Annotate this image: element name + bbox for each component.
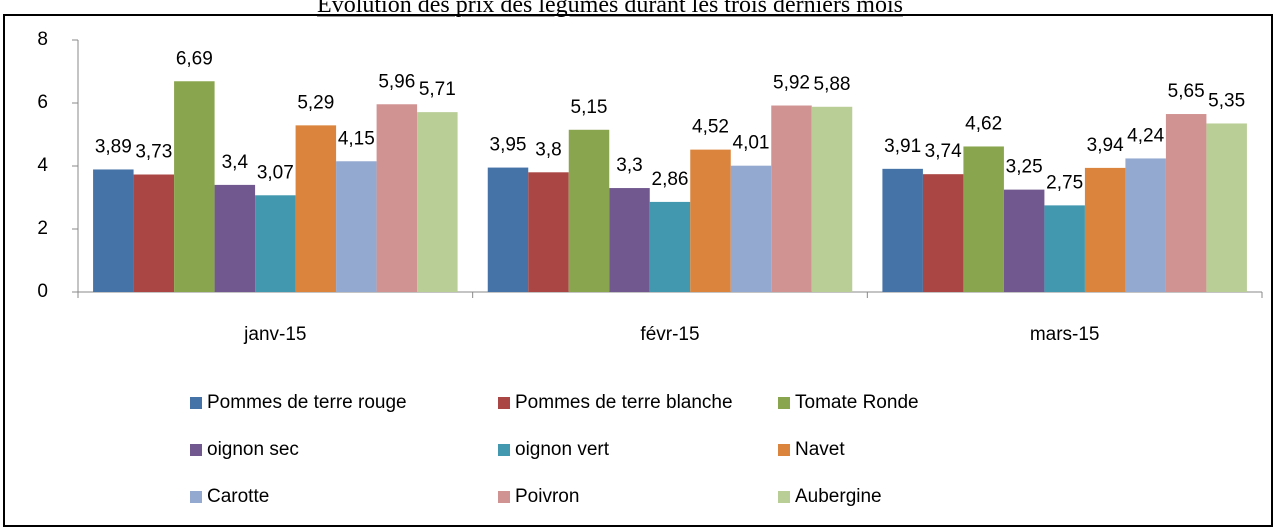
bar — [882, 168, 923, 292]
legend-swatch — [190, 491, 202, 503]
y-tick-label: 0 — [37, 281, 48, 302]
bar — [771, 105, 812, 293]
y-tick-label: 8 — [37, 29, 48, 50]
y-tick-label: 4 — [37, 155, 48, 176]
legend-swatch — [190, 444, 202, 456]
y-tick-label: 6 — [37, 92, 48, 113]
data-label: 4,24 — [1127, 125, 1164, 146]
bar — [922, 174, 964, 292]
bar — [295, 125, 337, 293]
data-label: 4,01 — [733, 133, 770, 154]
legend-label: Navet — [795, 439, 845, 460]
legend-swatch — [778, 491, 790, 503]
bar — [1206, 123, 1247, 292]
x-tick-label: févr-15 — [640, 324, 699, 345]
bar — [528, 172, 569, 292]
legend-label: Aubergine — [795, 486, 882, 507]
legend-label: oignon vert — [515, 439, 610, 460]
title-backdrop — [160, 0, 1060, 14]
data-label: 2,86 — [652, 169, 689, 190]
bar — [1044, 205, 1085, 292]
data-label: 5,92 — [773, 73, 810, 94]
data-label: 3,95 — [490, 135, 527, 156]
data-label: 4,52 — [692, 117, 729, 138]
y-tick-label: 2 — [37, 218, 48, 239]
data-label: 3,3 — [616, 155, 642, 176]
data-label: 3,8 — [535, 139, 561, 160]
bar — [1084, 167, 1126, 292]
legend-label: oignon sec — [207, 439, 299, 460]
legend-label: Carotte — [207, 486, 269, 507]
data-label: 5,65 — [1168, 81, 1205, 102]
data-label: 5,88 — [814, 74, 851, 95]
bar — [730, 165, 772, 292]
data-label: 2,75 — [1046, 172, 1083, 193]
legend-swatch — [498, 397, 510, 409]
bar — [255, 195, 296, 292]
data-label: 3,73 — [135, 142, 172, 163]
bar — [1125, 158, 1166, 292]
data-label: 3,07 — [257, 162, 294, 183]
legend-swatch — [778, 397, 790, 409]
bar — [963, 146, 1004, 292]
bar — [1003, 189, 1045, 292]
legend-label: Pommes de terre rouge — [207, 392, 407, 413]
bar — [214, 184, 256, 292]
data-label: 3,25 — [1006, 157, 1043, 178]
data-label: 3,74 — [925, 141, 962, 162]
data-label: 3,4 — [222, 152, 249, 173]
chart-title: Évolution des prix des légumes durant le… — [317, 0, 903, 18]
bar — [417, 112, 458, 292]
data-label: 5,29 — [297, 92, 334, 113]
bar — [376, 104, 418, 292]
bar — [1165, 114, 1207, 293]
bar — [568, 129, 610, 292]
bar — [133, 174, 175, 292]
bar — [609, 188, 650, 292]
legend-label: Pommes de terre blanche — [515, 392, 733, 413]
data-label: 3,89 — [95, 136, 132, 157]
bar — [93, 169, 134, 292]
bar — [174, 81, 215, 292]
data-label: 5,96 — [378, 71, 415, 92]
bar — [336, 161, 377, 292]
bar — [811, 106, 853, 292]
x-tick-label: janv-15 — [243, 324, 306, 345]
legend-swatch — [778, 444, 790, 456]
legend-label: Tomate Ronde — [795, 392, 919, 413]
legend-label: Poivron — [515, 486, 579, 507]
data-label: 5,71 — [419, 79, 456, 100]
legend-swatch — [498, 444, 510, 456]
data-label: 6,69 — [176, 48, 213, 69]
bar — [690, 149, 731, 292]
data-label: 5,15 — [571, 97, 608, 118]
bar — [649, 201, 691, 292]
bar — [487, 167, 529, 292]
legend-swatch — [190, 397, 202, 409]
data-label: 4,62 — [965, 113, 1002, 134]
x-tick-label: mars-15 — [1030, 324, 1100, 345]
data-label: 3,94 — [1087, 135, 1124, 156]
legend-swatch — [498, 491, 510, 503]
data-label: 3,91 — [884, 136, 921, 157]
data-label: 5,35 — [1208, 90, 1245, 111]
data-label: 4,15 — [338, 128, 375, 149]
